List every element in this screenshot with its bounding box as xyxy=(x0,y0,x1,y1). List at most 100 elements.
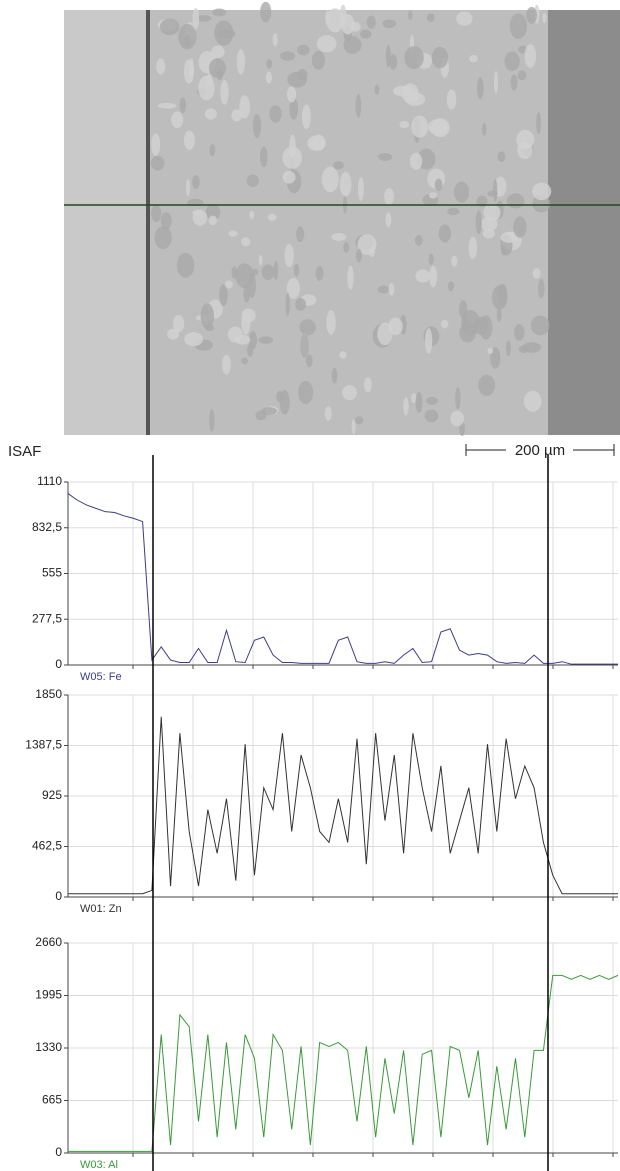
grain xyxy=(176,252,195,278)
grain xyxy=(241,357,248,365)
grain xyxy=(305,354,313,368)
grain xyxy=(388,317,403,335)
grain xyxy=(389,54,398,70)
grain xyxy=(331,232,347,241)
grain xyxy=(414,234,423,246)
grain xyxy=(265,71,272,84)
grain xyxy=(347,265,354,290)
grain xyxy=(311,50,326,70)
grain xyxy=(255,410,267,421)
y-tick-label: 1995 xyxy=(35,988,62,1002)
y-tick-label: 2660 xyxy=(35,935,62,949)
grain xyxy=(261,264,275,281)
grain xyxy=(415,391,423,413)
grain xyxy=(231,266,238,279)
grain xyxy=(417,148,436,170)
grain xyxy=(532,268,541,279)
series-line xyxy=(68,716,618,895)
grain xyxy=(339,4,347,28)
grain xyxy=(316,35,337,53)
grain xyxy=(287,71,308,88)
grain xyxy=(440,319,449,329)
grain xyxy=(154,226,172,250)
grain xyxy=(298,380,314,405)
series-label: W03: Al xyxy=(80,1159,118,1171)
grain xyxy=(189,57,194,79)
grain xyxy=(184,332,204,347)
y-tick-label: 555 xyxy=(42,566,62,580)
grain xyxy=(280,51,296,61)
grain xyxy=(299,319,316,336)
grain xyxy=(426,396,438,405)
grain xyxy=(239,95,251,119)
grain xyxy=(434,178,443,192)
grain xyxy=(231,109,243,122)
grain xyxy=(272,32,278,47)
grain xyxy=(204,108,217,120)
grain xyxy=(209,143,216,157)
grain xyxy=(411,392,417,404)
grain xyxy=(517,70,527,81)
grain xyxy=(339,171,352,197)
grain xyxy=(456,11,473,26)
grain xyxy=(192,209,208,226)
grain xyxy=(220,79,229,105)
micrograph xyxy=(64,1,620,437)
grain xyxy=(475,210,482,235)
grain xyxy=(428,253,434,266)
grain xyxy=(267,213,277,221)
grain xyxy=(249,210,255,220)
grain xyxy=(424,409,439,423)
grain xyxy=(260,1,272,23)
grain xyxy=(160,212,172,230)
interface xyxy=(146,10,150,435)
grain xyxy=(385,45,391,68)
grain xyxy=(211,45,225,59)
grain xyxy=(357,234,377,255)
grain xyxy=(377,285,390,294)
grain xyxy=(409,152,423,170)
grain xyxy=(282,146,303,169)
grain xyxy=(227,326,243,343)
grain xyxy=(209,409,215,432)
grain xyxy=(505,340,512,356)
grain xyxy=(241,308,256,323)
grain xyxy=(183,130,195,150)
grain xyxy=(487,190,498,197)
grain xyxy=(192,7,200,30)
grain xyxy=(301,104,311,130)
line-scans: 0 277,5 555 832,5 1110 W05: Fe 0 462,5 925 1387,5… xyxy=(25,474,619,1171)
grain xyxy=(366,15,376,29)
grain xyxy=(247,343,254,357)
grain xyxy=(478,374,496,397)
grain xyxy=(513,216,527,238)
grain xyxy=(523,390,542,412)
grain xyxy=(295,297,306,311)
grain xyxy=(248,272,256,298)
grain xyxy=(296,226,305,243)
grain xyxy=(185,178,191,197)
grain xyxy=(360,29,372,39)
grain xyxy=(490,346,501,369)
grain xyxy=(384,188,395,206)
grain xyxy=(172,314,185,332)
grain xyxy=(378,153,393,161)
grain xyxy=(151,204,162,223)
grain xyxy=(405,92,426,106)
grain xyxy=(326,310,336,335)
grain xyxy=(252,113,262,139)
grain xyxy=(192,175,200,189)
grain xyxy=(526,6,537,24)
grain xyxy=(339,351,347,359)
grain xyxy=(311,134,326,151)
grain xyxy=(208,58,227,78)
grain xyxy=(455,387,461,410)
grain xyxy=(424,328,433,354)
grain xyxy=(506,193,525,209)
grain xyxy=(315,265,324,281)
grain xyxy=(411,115,429,138)
grain xyxy=(179,97,186,114)
y-tick-label: 277,5 xyxy=(32,611,62,625)
grain xyxy=(524,44,537,68)
grain xyxy=(363,377,372,393)
